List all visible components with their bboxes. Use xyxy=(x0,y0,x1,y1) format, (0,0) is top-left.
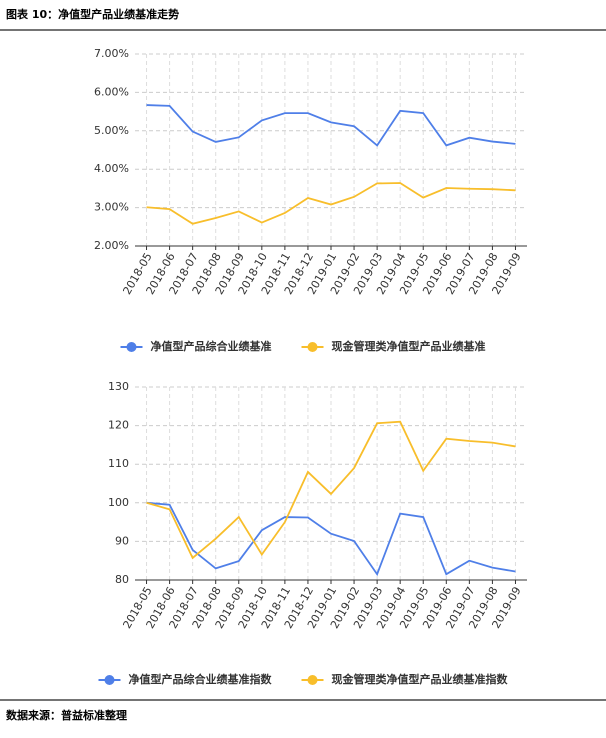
series-line xyxy=(146,420,516,560)
y-tick-label: 3.00% xyxy=(94,201,129,214)
y-tick-label: 80 xyxy=(115,573,129,586)
legend-marker xyxy=(307,675,318,685)
y-tick-label: 130 xyxy=(108,380,129,393)
series-line xyxy=(146,182,516,225)
series-line xyxy=(146,104,516,147)
series-line xyxy=(146,501,516,577)
legend-label: 净值型产品综合业绩基准指数 xyxy=(129,672,273,686)
figure-title: 图表 10：净值型产品业绩基准走势 xyxy=(6,7,179,21)
y-tick-label: 4.00% xyxy=(94,162,129,175)
source-note: 数据来源：普益标准整理 xyxy=(6,708,127,722)
y-tick-label: 6.00% xyxy=(94,85,129,98)
y-tick-label: 7.00% xyxy=(94,47,129,60)
y-tick-label: 100 xyxy=(108,496,129,509)
y-tick-label: 90 xyxy=(115,534,129,547)
legend-marker xyxy=(104,675,115,685)
legend-label: 净值型产品综合业绩基准 xyxy=(151,339,272,353)
legend-marker xyxy=(307,342,318,352)
y-tick-label: 110 xyxy=(108,457,129,470)
y-tick-label: 2.00% xyxy=(94,239,129,252)
legend-label: 现金管理类净值型产品业绩基准 xyxy=(332,339,486,353)
y-tick-label: 120 xyxy=(108,419,129,432)
legend-label: 现金管理类净值型产品业绩基准指数 xyxy=(332,672,509,686)
y-tick-label: 5.00% xyxy=(94,124,129,137)
legend-marker xyxy=(126,342,137,352)
